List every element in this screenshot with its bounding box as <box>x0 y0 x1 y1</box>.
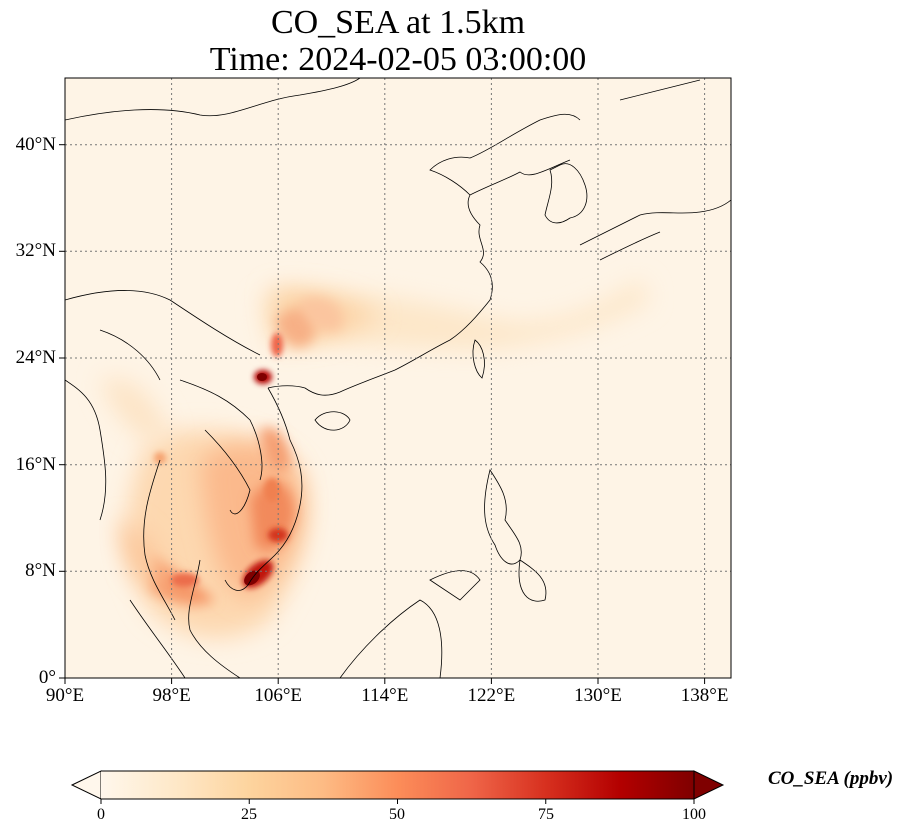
colorbar-tick-label: 75 <box>538 806 554 823</box>
xtick-label: 122°E <box>467 685 516 706</box>
gridlines <box>65 78 731 678</box>
xtick-label: 106°E <box>254 685 303 706</box>
colorbar-extend-high <box>693 770 725 800</box>
map-title: CO_SEA at 1.5km <box>270 4 526 41</box>
colorbar-gradient <box>101 771 694 799</box>
ytick-label: 32°N <box>15 240 56 261</box>
colorbar-tick-label: 100 <box>682 806 706 823</box>
xtick-label: 90°E <box>45 685 85 706</box>
xtick-label: 114°E <box>361 685 409 706</box>
plot-frame <box>64 77 732 679</box>
colorbar <box>70 770 725 804</box>
colorbar-tick-label: 25 <box>241 806 257 823</box>
xtick-label: 130°E <box>574 685 622 706</box>
ytick-label: 0° <box>38 667 56 688</box>
concentration-plumes <box>100 280 650 639</box>
colorbar-label: CO_SEA (ppbv) <box>768 768 894 789</box>
colorbar-extend-low <box>70 770 102 800</box>
xtick-label: 138°E <box>680 685 729 706</box>
ytick-label: 16°N <box>15 454 56 475</box>
colorbar-tick-label: 50 <box>389 806 405 823</box>
coastlines <box>65 78 731 678</box>
colorbar-tick-label: 0 <box>97 806 105 823</box>
xtick-label: 98°E <box>152 685 191 706</box>
ytick-label: 8°N <box>25 560 56 581</box>
ytick-label: 40°N <box>15 134 56 155</box>
map-time: Time: 2024-02-05 03:00:00 <box>209 41 587 78</box>
ytick-label: 24°N <box>15 347 56 368</box>
tick-marks <box>59 144 706 684</box>
